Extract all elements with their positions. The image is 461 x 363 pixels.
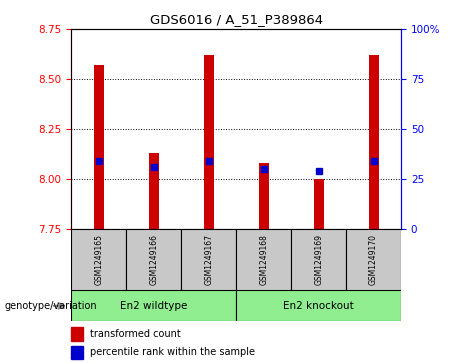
Bar: [259, 163, 269, 229]
Bar: [126, 229, 181, 290]
Bar: [71, 229, 126, 290]
Bar: [346, 229, 401, 290]
Title: GDS6016 / A_51_P389864: GDS6016 / A_51_P389864: [150, 13, 323, 26]
Bar: [236, 290, 401, 321]
Text: percentile rank within the sample: percentile rank within the sample: [90, 347, 254, 358]
Text: GSM1249168: GSM1249168: [259, 234, 268, 285]
Bar: [71, 346, 83, 359]
Bar: [94, 65, 104, 229]
Bar: [71, 327, 83, 341]
Bar: [369, 55, 378, 229]
Bar: [71, 290, 236, 321]
Bar: [149, 153, 159, 229]
Text: genotype/variation: genotype/variation: [5, 301, 97, 311]
Bar: [181, 229, 236, 290]
Text: GSM1249166: GSM1249166: [149, 234, 159, 285]
Text: En2 knockout: En2 knockout: [284, 301, 354, 311]
Text: GSM1249167: GSM1249167: [204, 234, 213, 285]
Text: En2 wildtype: En2 wildtype: [120, 301, 188, 311]
Text: GSM1249169: GSM1249169: [314, 234, 323, 285]
Bar: [204, 55, 214, 229]
Bar: [291, 229, 346, 290]
Bar: [314, 179, 324, 229]
Text: GSM1249170: GSM1249170: [369, 234, 378, 285]
Bar: [236, 229, 291, 290]
Text: GSM1249165: GSM1249165: [95, 234, 103, 285]
Text: transformed count: transformed count: [90, 329, 180, 339]
